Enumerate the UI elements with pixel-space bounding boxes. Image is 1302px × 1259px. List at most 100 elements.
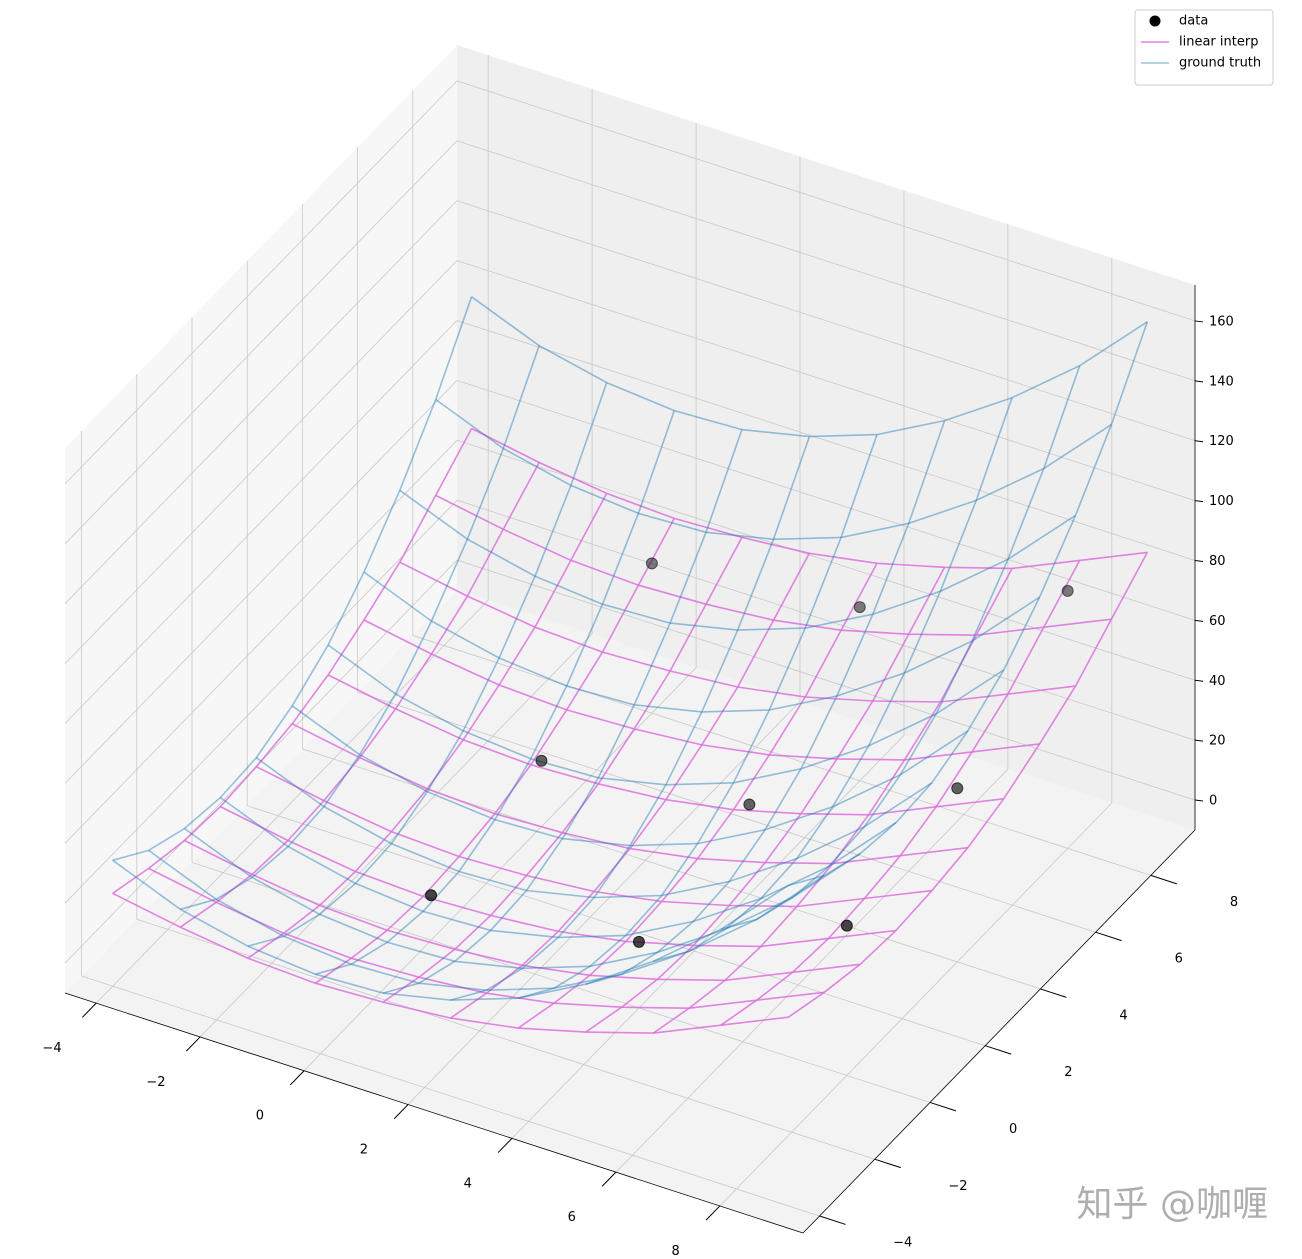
grid-line bbox=[199, 88, 593, 1038]
grid-line bbox=[357, 147, 1096, 933]
y-tick-label: 4 bbox=[1119, 1008, 1127, 1023]
grid-line bbox=[615, 224, 1009, 1173]
wire-col bbox=[585, 420, 946, 985]
z-tick bbox=[1194, 679, 1204, 682]
x-tick bbox=[705, 1205, 721, 1221]
wire-col bbox=[247, 493, 608, 959]
x-tick-label: 0 bbox=[256, 1109, 264, 1124]
z-tick bbox=[1194, 799, 1204, 802]
x-tick bbox=[185, 1036, 201, 1052]
wire-col bbox=[788, 321, 1149, 887]
data-point bbox=[645, 557, 658, 570]
data-point bbox=[743, 798, 756, 811]
y-tick bbox=[1095, 931, 1122, 942]
wire-col bbox=[652, 568, 1013, 1034]
legend-label: linear interp bbox=[1179, 35, 1258, 50]
y-tick bbox=[929, 1101, 957, 1112]
wire-col bbox=[112, 428, 473, 894]
z-tick-label: 20 bbox=[1209, 734, 1226, 749]
wire-row bbox=[363, 571, 1041, 713]
z-tick bbox=[1194, 380, 1204, 383]
legend-label: ground truth bbox=[1179, 56, 1261, 71]
wire-col bbox=[382, 429, 743, 994]
grid-line bbox=[64, 379, 1196, 784]
grid-line bbox=[64, 80, 1196, 485]
wire-col bbox=[247, 382, 608, 947]
wire-col bbox=[382, 537, 743, 1003]
y-tick-label: −2 bbox=[948, 1179, 967, 1194]
x-tick bbox=[289, 1070, 305, 1086]
z-tick-label: 100 bbox=[1209, 494, 1234, 509]
grid-line bbox=[95, 55, 489, 1004]
wire-col bbox=[653, 397, 1013, 963]
x-tick bbox=[82, 1002, 97, 1018]
grid-line bbox=[81, 431, 820, 1217]
z-tick bbox=[1194, 619, 1204, 622]
z-tick-label: 80 bbox=[1209, 554, 1226, 569]
z-tick bbox=[1194, 559, 1204, 562]
wire-row bbox=[435, 398, 1112, 541]
grid-line bbox=[64, 559, 1196, 964]
wire-row bbox=[184, 827, 861, 970]
wire-row bbox=[291, 705, 969, 847]
watermark: 知乎 @咖喱 bbox=[1077, 1184, 1268, 1225]
z-tick-label: 40 bbox=[1209, 674, 1226, 689]
wire-row bbox=[112, 859, 789, 1001]
z-tick-label: 60 bbox=[1209, 614, 1226, 629]
wire-col bbox=[180, 345, 540, 911]
wire-col bbox=[179, 462, 540, 928]
grid-line bbox=[136, 374, 875, 1160]
y-tick bbox=[985, 1045, 1012, 1055]
wire-row bbox=[327, 644, 1005, 786]
z-tick-label: 140 bbox=[1209, 374, 1234, 389]
wire-col bbox=[720, 365, 1081, 931]
x-tick bbox=[601, 1171, 617, 1187]
wire-row bbox=[219, 796, 897, 939]
y-tick bbox=[1150, 874, 1177, 885]
wire-col bbox=[585, 566, 946, 1033]
y-tick-label: −4 bbox=[893, 1236, 912, 1251]
wire-col bbox=[315, 410, 676, 975]
wire-col bbox=[720, 560, 1081, 1026]
z-tick-label: 160 bbox=[1209, 314, 1234, 329]
wire-row bbox=[148, 849, 825, 992]
grid-line bbox=[303, 122, 697, 1071]
wire-row bbox=[399, 489, 1076, 631]
x-tick-label: 6 bbox=[568, 1210, 576, 1225]
grid-line bbox=[64, 260, 1196, 664]
grid-line bbox=[246, 260, 986, 1047]
x-tick-label: 8 bbox=[672, 1244, 680, 1259]
grid-line bbox=[64, 320, 1196, 724]
z-tick bbox=[1194, 320, 1204, 323]
x-tick-label: 4 bbox=[464, 1176, 472, 1191]
grid-line bbox=[407, 156, 801, 1105]
pane-left bbox=[65, 45, 457, 993]
wire-col bbox=[450, 436, 811, 1001]
pane-back bbox=[457, 45, 1195, 830]
y-tick-label: 0 bbox=[1009, 1122, 1017, 1137]
axis-line bbox=[64, 992, 804, 1234]
grid-line bbox=[64, 200, 1196, 604]
wire-col bbox=[314, 518, 676, 984]
y-tick bbox=[819, 1215, 846, 1225]
wire-col bbox=[517, 434, 878, 999]
z-tick bbox=[1194, 440, 1204, 443]
data-point bbox=[853, 601, 866, 614]
wire-row bbox=[471, 296, 1148, 438]
wire-col bbox=[450, 552, 811, 1019]
y-tick bbox=[874, 1158, 901, 1169]
wire-col bbox=[112, 296, 473, 862]
z-tick bbox=[1194, 500, 1204, 503]
grid-line bbox=[64, 140, 1196, 545]
axis-line bbox=[802, 829, 1196, 1234]
x-tick-label: −2 bbox=[146, 1075, 165, 1090]
data-point bbox=[840, 919, 853, 932]
y-tick-label: 6 bbox=[1175, 952, 1183, 967]
legend-label: data bbox=[1179, 14, 1208, 29]
data-point bbox=[632, 935, 645, 948]
z-tick bbox=[1194, 739, 1204, 742]
x-tick-label: 2 bbox=[360, 1142, 368, 1157]
y-tick-label: 8 bbox=[1230, 895, 1238, 910]
